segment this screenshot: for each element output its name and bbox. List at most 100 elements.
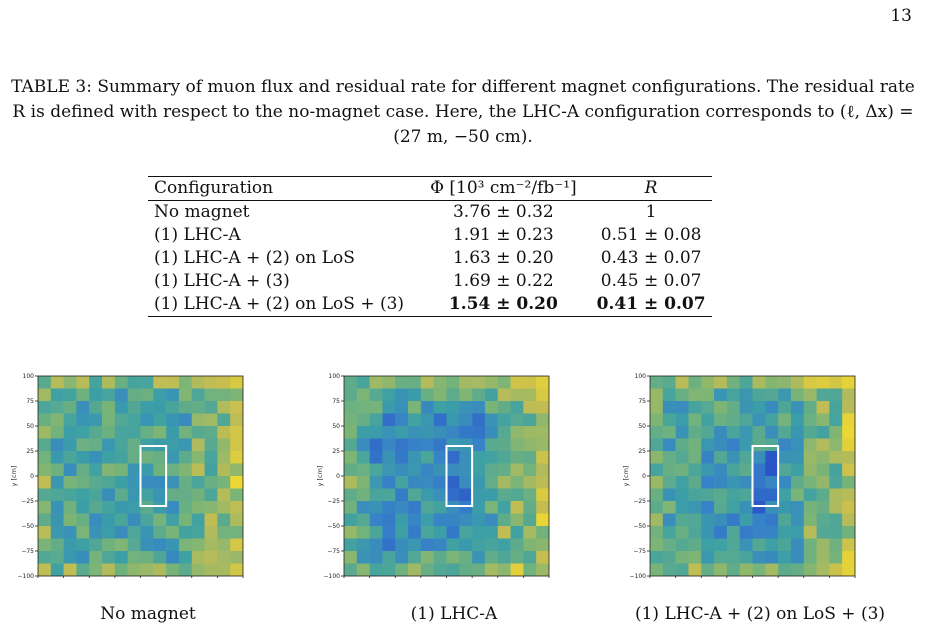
heatmap-cell <box>50 401 64 414</box>
heatmap-cell <box>459 376 473 389</box>
heatmap-cell <box>420 551 434 564</box>
heatmap-cell <box>446 376 460 389</box>
heatmap-cell <box>369 476 383 489</box>
y-tick-label: −25 <box>21 498 34 505</box>
heatmap-cell <box>356 513 370 527</box>
heatmap-cell <box>662 413 676 427</box>
heatmap-cell <box>765 513 779 527</box>
heatmap-cell <box>356 538 370 552</box>
heatmap-cell <box>688 476 702 489</box>
heatmap-cell <box>523 476 537 489</box>
heatmap-cell <box>510 401 524 414</box>
heatmap-cell <box>484 476 499 489</box>
heatmap-cell <box>369 401 383 414</box>
heatmap-cell <box>50 451 64 464</box>
heatmap-cell <box>497 538 511 552</box>
heatmap-cell <box>217 526 231 539</box>
heatmap-cell <box>446 476 460 489</box>
subcaption-lhc-a: (1) LHC-A <box>410 604 498 624</box>
heatmap-cell <box>752 401 766 414</box>
y-tick-label: −25 <box>633 498 646 505</box>
heatmap-cell <box>50 376 64 389</box>
heatmap-cell <box>153 563 167 577</box>
heatmap-cell <box>739 426 753 439</box>
heatmap-cell <box>662 463 676 477</box>
heatmap-cell <box>89 538 103 552</box>
detector-box <box>445 445 474 507</box>
heatmap-cell <box>230 538 244 552</box>
heatmap-cell <box>842 438 856 452</box>
heatmap-cell <box>127 388 141 402</box>
heatmap-cell <box>38 438 52 452</box>
heatmap-cell <box>191 451 205 464</box>
heatmap-cell <box>204 413 218 427</box>
heatmap-cell <box>484 463 499 477</box>
heatmap-cell <box>420 401 434 414</box>
heatmap-cell <box>497 426 511 439</box>
heatmap-cell <box>408 563 422 577</box>
heatmap-cell <box>778 426 792 439</box>
heatmap-cell <box>650 401 664 414</box>
heatmap-cell <box>344 388 358 402</box>
heatmap-cell <box>829 426 843 439</box>
heatmap-cell <box>140 401 154 414</box>
heatmap-cell <box>50 438 64 452</box>
heatmap-cell <box>675 526 689 539</box>
heatmap-cell <box>114 451 128 464</box>
heatmap-cell <box>536 388 550 402</box>
heatmap-cell <box>76 476 90 489</box>
heatmap-cell <box>675 401 689 414</box>
heatmap-cell <box>842 451 856 464</box>
heatmap-cell <box>166 438 180 452</box>
heatmap-cell <box>217 501 231 514</box>
heatmap-cell <box>446 413 460 427</box>
heatmap-cell <box>408 513 422 527</box>
heatmap-cell <box>497 438 511 452</box>
heatmap-cell <box>204 501 218 514</box>
heatmap-cell <box>217 426 231 439</box>
heatmap-cell <box>701 513 715 527</box>
heatmap-cell <box>662 538 676 552</box>
heatmap-cell <box>472 538 486 552</box>
heatmap-cell <box>510 438 524 452</box>
heatmap-cell <box>191 538 205 552</box>
heatmap-cell <box>433 476 447 489</box>
heatmap-cell <box>536 563 550 577</box>
heatmap-cell <box>752 438 766 452</box>
heatmap-cell <box>114 376 128 389</box>
heatmap-cell <box>50 501 64 514</box>
heatmap-cell <box>433 438 447 452</box>
heatmap-cell <box>497 513 511 527</box>
heatmap-cell <box>433 426 447 439</box>
heatmap-cell <box>701 551 715 564</box>
heatmap-cell <box>803 426 817 439</box>
heatmap-cell <box>523 513 537 527</box>
heatmap-cell <box>408 476 422 489</box>
heatmap-cell <box>459 388 473 402</box>
row-config: (1) LHC-A + (2) on LoS <box>154 248 355 268</box>
heatmap-cell <box>166 551 180 564</box>
heatmap-cell <box>191 376 205 389</box>
heatmap-cell <box>204 426 218 439</box>
heatmap-cell <box>369 388 383 402</box>
heatmap-cell <box>153 501 167 514</box>
heatmap-cell <box>497 551 511 564</box>
heatmap-cell <box>38 463 52 477</box>
heatmap-cell <box>714 463 728 477</box>
heatmap-cell <box>536 476 550 489</box>
heatmap-cell <box>675 463 689 477</box>
heatmap-cell <box>230 463 244 477</box>
heatmap-cell <box>166 563 180 577</box>
heatmap-cell <box>701 526 715 539</box>
heatmap-cell <box>510 376 524 389</box>
heatmap-cell <box>536 401 550 414</box>
heatmap-cell <box>816 388 830 402</box>
y-tick-label: 25 <box>332 448 340 455</box>
heatmap-cell <box>701 401 715 414</box>
heatmap-cell <box>662 451 676 464</box>
heatmap-cell <box>829 401 843 414</box>
heatmap-cell <box>102 551 116 564</box>
row-config: (1) LHC-A + (2) on LoS + (3) <box>148 293 411 317</box>
heatmap-cell <box>803 551 817 564</box>
heatmap-cell <box>803 388 817 402</box>
